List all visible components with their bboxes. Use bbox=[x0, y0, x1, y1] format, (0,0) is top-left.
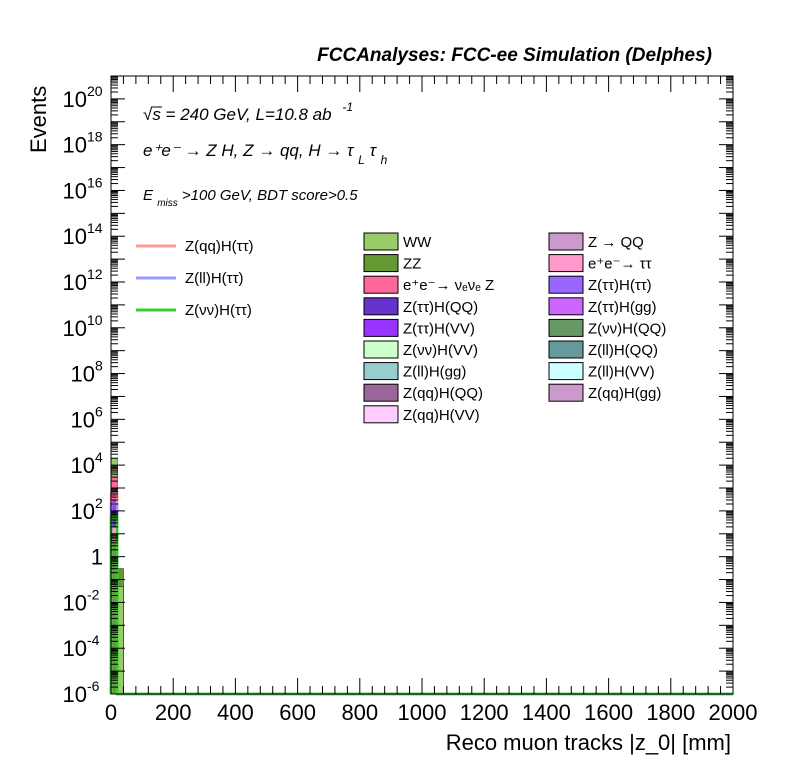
background-legend-swatch bbox=[363, 254, 399, 273]
background-legend-swatch bbox=[363, 362, 399, 381]
chart-title: FCCAnalyses: FCC-ee Simulation (Delphes) bbox=[317, 45, 712, 66]
x-axis-ticks: 0 200 400 600 800 1000 1200 1400 1600 1800 2000 bbox=[105, 76, 758, 725]
y-tick-label: 10 bbox=[63, 270, 87, 295]
y-tick-label: 10 bbox=[63, 590, 87, 615]
background-legend-label: WW bbox=[403, 234, 432, 251]
background-legend-label: Z(ll)H(QQ) bbox=[588, 342, 658, 359]
x-tick-label: 1800 bbox=[646, 700, 695, 725]
background-legend-swatch bbox=[363, 297, 399, 316]
y-tick-exponent: 4 bbox=[95, 449, 103, 465]
plot-area: 0 200 400 600 800 1000 1200 1400 1600 1800 2000 10… bbox=[63, 75, 758, 725]
energy-annotation: √s = 240 GeV, L=10.8 ab -1 bbox=[143, 100, 353, 124]
y-tick-exponent: 2 bbox=[95, 495, 103, 511]
y-tick-label: 10 bbox=[71, 407, 95, 432]
background-legend-label: Z(ττ)H(ττ) bbox=[588, 277, 652, 294]
y-tick-exponent: -2 bbox=[87, 586, 100, 602]
background-legend-label: Z(ττ)H(gg) bbox=[588, 299, 657, 316]
x-tick-label: 2000 bbox=[709, 700, 758, 725]
y-tick-label: 1 bbox=[91, 545, 103, 570]
x-tick-label: 1600 bbox=[584, 700, 633, 725]
y-tick-label: 10 bbox=[63, 636, 87, 661]
signal-legend-label: Z(ll)H(ττ) bbox=[185, 270, 244, 287]
x-tick-label: 0 bbox=[105, 700, 117, 725]
background-legend-swatch bbox=[548, 362, 584, 381]
background-legend-label: ZZ bbox=[403, 256, 421, 273]
background-legend-swatch bbox=[548, 232, 584, 251]
signal-line-2 bbox=[109, 516, 733, 696]
background-legend-label: Z(ll)H(gg) bbox=[403, 364, 466, 381]
background-legend-label: Z(qq)H(QQ) bbox=[403, 385, 483, 402]
y-tick-exponent: 18 bbox=[87, 129, 103, 145]
background-legend-swatch bbox=[548, 297, 584, 316]
background-legend-swatch bbox=[363, 318, 399, 337]
signal-legend: Z(qq)H(ττ) Z(ll)H(ττ) Z(νν)H(ττ) bbox=[136, 238, 254, 319]
annotations: √s = 240 GeV, L=10.8 ab -1 e⁺e⁻ → Z H, Z… bbox=[143, 100, 388, 210]
y-tick-label: 10 bbox=[63, 682, 87, 707]
y-tick-exponent: -4 bbox=[87, 632, 100, 648]
background-legend-swatch bbox=[548, 383, 584, 402]
background-legend-label: Z(qq)H(gg) bbox=[588, 385, 661, 402]
background-legend-swatch bbox=[548, 340, 584, 359]
y-tick-label: 10 bbox=[63, 178, 87, 203]
x-tick-label: 1400 bbox=[522, 700, 571, 725]
y-tick-label: 10 bbox=[63, 87, 87, 112]
background-legend-swatch bbox=[363, 405, 399, 424]
x-tick-label: 200 bbox=[155, 700, 192, 725]
y-tick-exponent: 12 bbox=[87, 266, 103, 282]
background-legend-label: e⁺e⁻→ νₑνₑ Z bbox=[403, 277, 494, 294]
background-legend-swatch bbox=[363, 232, 399, 251]
background-legend-label: Z(νν)H(QQ) bbox=[588, 320, 666, 337]
background-legend-label: Z(ττ)H(VV) bbox=[403, 320, 475, 337]
background-legend-swatch bbox=[548, 275, 584, 294]
process-annotation: e⁺e⁻ → Z H, Z → qq, H → τ L τ h bbox=[143, 141, 388, 168]
x-axis-title: Reco muon tracks |z_0| [mm] bbox=[446, 730, 731, 755]
y-tick-label: 10 bbox=[63, 316, 87, 341]
x-tick-label: 800 bbox=[341, 700, 378, 725]
background-legend-label: Z(νν)H(VV) bbox=[403, 342, 478, 359]
background-legend-label: Z → QQ bbox=[588, 234, 644, 251]
background-legend-label: e⁺e⁻→ ττ bbox=[588, 256, 652, 273]
signal-lines bbox=[109, 491, 733, 696]
y-tick-exponent: 8 bbox=[95, 358, 103, 374]
y-tick-exponent: 16 bbox=[87, 174, 103, 190]
background-legend-label: Z(qq)H(VV) bbox=[403, 407, 480, 424]
y-axis-title: Events bbox=[26, 86, 51, 153]
y-tick-label: 10 bbox=[63, 133, 87, 158]
background-legend: WW ZZ e⁺e⁻→ νₑνₑ Z Z(ττ)H(QQ) Z(ττ)H(VV) Z(νν… bbox=[363, 232, 666, 424]
y-tick-label: 10 bbox=[63, 224, 87, 249]
background-legend-label: Z(ττ)H(QQ) bbox=[403, 299, 478, 316]
y-tick-exponent: 20 bbox=[87, 83, 103, 99]
y-tick-exponent: -6 bbox=[87, 678, 100, 694]
x-tick-label: 400 bbox=[217, 700, 254, 725]
background-legend-swatch bbox=[363, 383, 399, 402]
cut-annotation: E miss >100 GeV, BDT score>0.5 bbox=[143, 187, 358, 210]
y-tick-label: 10 bbox=[71, 499, 95, 524]
x-tick-label: 1200 bbox=[460, 700, 509, 725]
y-tick-label: 10 bbox=[71, 453, 95, 478]
x-tick-label: 1000 bbox=[398, 700, 447, 725]
background-legend-swatch bbox=[548, 318, 584, 337]
y-tick-exponent: 10 bbox=[87, 312, 103, 328]
y-tick-exponent: 14 bbox=[87, 220, 103, 236]
signal-legend-label: Z(νν)H(ττ) bbox=[185, 302, 252, 319]
signal-legend-label: Z(qq)H(ττ) bbox=[185, 238, 254, 255]
y-tick-label: 10 bbox=[71, 362, 95, 387]
y-tick-exponent: 6 bbox=[95, 403, 103, 419]
background-legend-swatch bbox=[363, 275, 399, 294]
signal-line-1 bbox=[109, 502, 733, 696]
background-legend-label: Z(ll)H(VV) bbox=[588, 364, 655, 381]
signal-line-0 bbox=[109, 491, 733, 696]
background-legend-swatch bbox=[548, 254, 584, 273]
background-legend-swatch bbox=[363, 340, 399, 359]
x-tick-label: 600 bbox=[279, 700, 316, 725]
